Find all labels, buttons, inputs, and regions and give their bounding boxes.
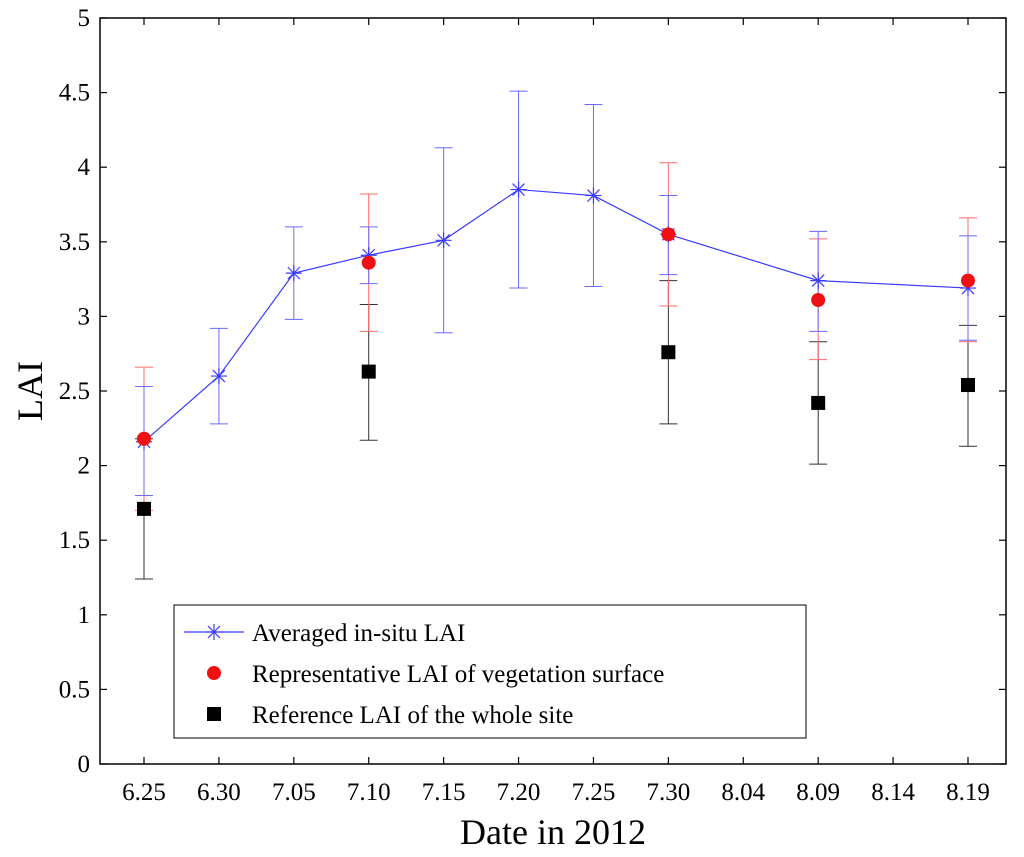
- x-tick-label: 7.30: [646, 779, 690, 806]
- x-tick-label: 7.20: [497, 779, 541, 806]
- legend-box: [173, 604, 807, 739]
- averaged-lai-markers: [136, 181, 976, 450]
- representative-lai-point: [811, 292, 826, 307]
- averaged-lai-point: [437, 233, 451, 247]
- representative-lai-point: [661, 227, 676, 242]
- x-tick-label: 8.19: [946, 779, 990, 806]
- axis-ticks: 0 0.5 1 1.5 2 2.5 3 3.5 4 4.5 5 6.25 6.30 7.05 7.10 7.1…: [59, 5, 1006, 806]
- reference-lai-point: [961, 378, 975, 393]
- y-tick-label: 2: [78, 453, 91, 480]
- legend-marks: [184, 624, 244, 721]
- averaged-lai-point: [212, 369, 226, 383]
- series-2-errorbars: [135, 280, 977, 580]
- reference-lai-point: [811, 395, 826, 410]
- x-axis-title: Date in 2012: [460, 812, 646, 852]
- x-tick-label: 6.25: [122, 779, 166, 806]
- x-tick-label: 7.05: [272, 779, 316, 806]
- x-tick-label: 8.04: [721, 779, 765, 806]
- representative-lai-point: [137, 431, 151, 446]
- y-tick-label: 3: [78, 303, 91, 330]
- x-tick-label: 8.09: [796, 779, 840, 806]
- series-0-errorbars: [135, 90, 977, 496]
- averaged-lai-point: [811, 274, 825, 288]
- y-tick-label: 5: [78, 5, 91, 32]
- representative-lai-point: [361, 255, 376, 270]
- x-tick-label: 7.15: [422, 779, 466, 806]
- representative-lai-markers: [137, 227, 975, 446]
- averaged-lai-point: [287, 266, 301, 280]
- x-tick-label: 6.30: [197, 779, 241, 806]
- legend-label-reference: Reference LAI of the whole site: [252, 702, 573, 729]
- y-tick-label: 0: [78, 751, 91, 778]
- y-tick-label: 3.5: [59, 229, 90, 256]
- legend-circle-representative: [207, 666, 221, 680]
- legend: Averaged in-situ LAI Representative LAI …: [173, 604, 807, 739]
- y-tick-label: 4.5: [59, 80, 90, 107]
- reference-lai-markers: [137, 345, 975, 516]
- reference-lai-point: [661, 345, 676, 360]
- reference-lai-point: [361, 364, 376, 379]
- averaged-lai-line: [143, 188, 969, 443]
- series-1-errorbars: [135, 162, 977, 511]
- series-layer: [135, 90, 977, 580]
- legend-star-averaged: [207, 625, 221, 639]
- legend-label-averaged: Averaged in-situ LAI: [252, 620, 465, 647]
- x-tick-label: 8.14: [871, 779, 915, 806]
- reference-lai-point: [137, 501, 151, 516]
- x-tick-label: 7.10: [347, 779, 391, 806]
- y-tick-label: 1: [78, 602, 91, 629]
- y-tick-label: 1.5: [59, 527, 90, 554]
- representative-lai-point: [961, 273, 975, 288]
- averaged-lai-point: [512, 183, 525, 197]
- legend-square-reference: [207, 707, 221, 721]
- y-tick-label: 0.5: [59, 676, 90, 703]
- y-axis-title: LAI: [10, 361, 50, 421]
- y-tick-label: 2.5: [59, 378, 90, 405]
- legend-label-representative: Representative LAI of vegetation surface: [252, 661, 664, 688]
- x-tick-label: 7.25: [572, 779, 616, 806]
- y-tick-label: 4: [78, 154, 91, 181]
- averaged-lai-point: [587, 189, 600, 202]
